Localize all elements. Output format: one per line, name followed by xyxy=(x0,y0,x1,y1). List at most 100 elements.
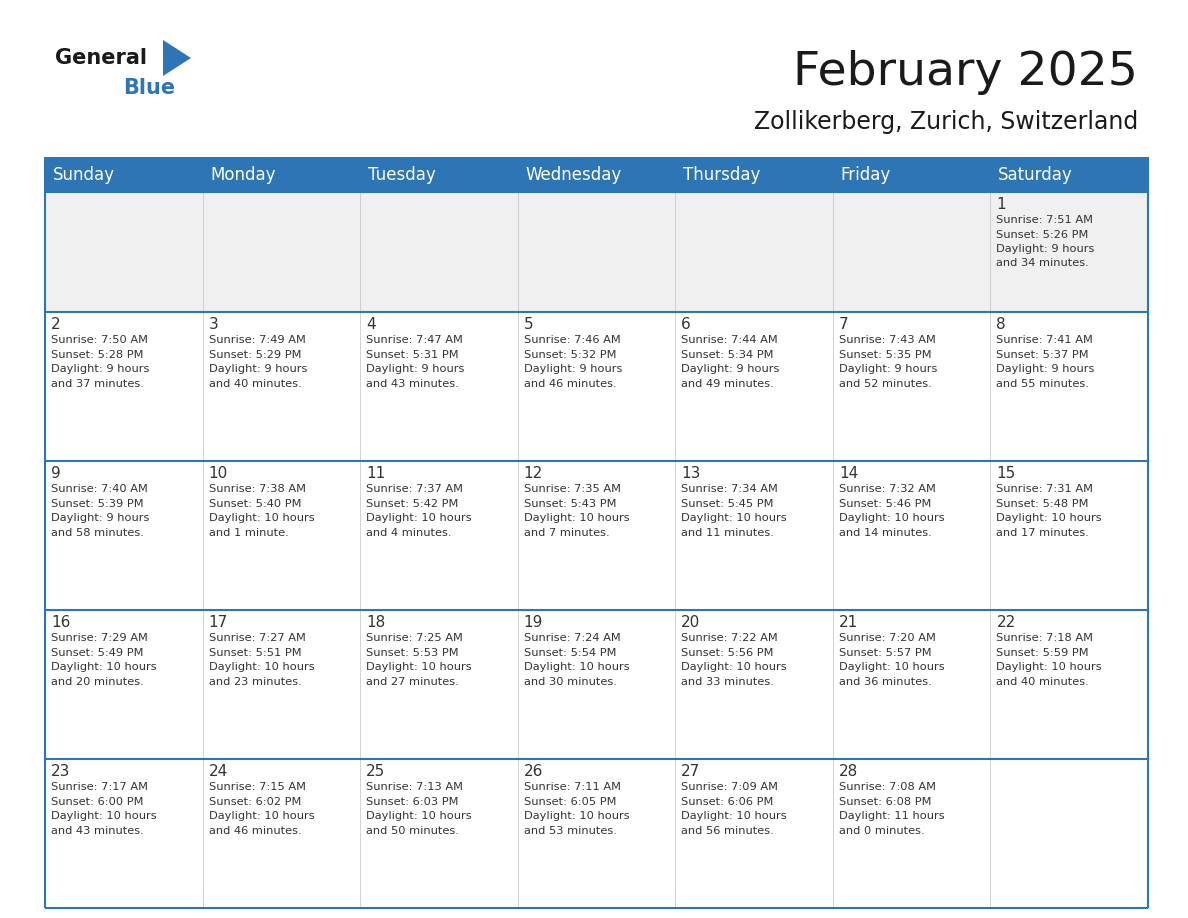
Text: Sunrise: 7:25 AM: Sunrise: 7:25 AM xyxy=(366,633,463,644)
Text: 1: 1 xyxy=(997,197,1006,212)
Text: and 37 minutes.: and 37 minutes. xyxy=(51,379,144,389)
Text: Sunrise: 7:32 AM: Sunrise: 7:32 AM xyxy=(839,484,936,494)
Text: and 23 minutes.: and 23 minutes. xyxy=(209,677,302,687)
Polygon shape xyxy=(163,40,191,76)
Text: Sunset: 5:40 PM: Sunset: 5:40 PM xyxy=(209,498,301,509)
Text: Sunrise: 7:31 AM: Sunrise: 7:31 AM xyxy=(997,484,1093,494)
Text: Tuesday: Tuesday xyxy=(368,165,436,184)
Text: 2: 2 xyxy=(51,318,61,332)
Text: Sunrise: 7:46 AM: Sunrise: 7:46 AM xyxy=(524,335,620,345)
Text: Sunrise: 7:24 AM: Sunrise: 7:24 AM xyxy=(524,633,620,644)
Text: Sunset: 5:48 PM: Sunset: 5:48 PM xyxy=(997,498,1089,509)
Text: Blue: Blue xyxy=(124,78,175,98)
Text: Sunset: 5:26 PM: Sunset: 5:26 PM xyxy=(997,230,1089,240)
Text: Sunset: 5:59 PM: Sunset: 5:59 PM xyxy=(997,647,1089,657)
Bar xyxy=(45,610,1148,759)
Text: Daylight: 9 hours: Daylight: 9 hours xyxy=(51,513,150,523)
Text: Daylight: 10 hours: Daylight: 10 hours xyxy=(839,662,944,672)
Text: Sunset: 5:51 PM: Sunset: 5:51 PM xyxy=(209,647,302,657)
Text: Daylight: 10 hours: Daylight: 10 hours xyxy=(209,513,314,523)
Text: Sunrise: 7:47 AM: Sunrise: 7:47 AM xyxy=(366,335,463,345)
Text: Sunset: 5:57 PM: Sunset: 5:57 PM xyxy=(839,647,931,657)
Text: 26: 26 xyxy=(524,764,543,779)
Text: Saturday: Saturday xyxy=(998,165,1073,184)
Text: Sunday: Sunday xyxy=(53,165,115,184)
Text: and 34 minutes.: and 34 minutes. xyxy=(997,259,1089,268)
Text: and 43 minutes.: and 43 minutes. xyxy=(366,379,459,389)
Text: Daylight: 10 hours: Daylight: 10 hours xyxy=(209,812,314,821)
Text: and 1 minute.: and 1 minute. xyxy=(209,528,289,538)
Text: 28: 28 xyxy=(839,764,858,779)
Text: Daylight: 10 hours: Daylight: 10 hours xyxy=(997,662,1102,672)
Text: 7: 7 xyxy=(839,318,848,332)
Text: and 0 minutes.: and 0 minutes. xyxy=(839,825,924,835)
Text: and 43 minutes.: and 43 minutes. xyxy=(51,825,144,835)
Text: 8: 8 xyxy=(997,318,1006,332)
Text: Wednesday: Wednesday xyxy=(525,165,621,184)
Text: Sunset: 6:08 PM: Sunset: 6:08 PM xyxy=(839,797,931,807)
Text: Sunrise: 7:44 AM: Sunrise: 7:44 AM xyxy=(681,335,778,345)
Text: Daylight: 9 hours: Daylight: 9 hours xyxy=(997,364,1095,375)
Text: Daylight: 9 hours: Daylight: 9 hours xyxy=(51,364,150,375)
Text: Sunset: 6:03 PM: Sunset: 6:03 PM xyxy=(366,797,459,807)
Text: and 40 minutes.: and 40 minutes. xyxy=(997,677,1089,687)
Text: and 52 minutes.: and 52 minutes. xyxy=(839,379,931,389)
Text: Sunrise: 7:29 AM: Sunrise: 7:29 AM xyxy=(51,633,147,644)
Bar xyxy=(45,312,1148,461)
Text: Daylight: 10 hours: Daylight: 10 hours xyxy=(681,513,786,523)
Bar xyxy=(45,157,1148,192)
Text: Thursday: Thursday xyxy=(683,165,760,184)
Text: Sunrise: 7:17 AM: Sunrise: 7:17 AM xyxy=(51,782,148,792)
Text: Daylight: 9 hours: Daylight: 9 hours xyxy=(839,364,937,375)
Text: Sunrise: 7:35 AM: Sunrise: 7:35 AM xyxy=(524,484,620,494)
Text: 19: 19 xyxy=(524,615,543,630)
Text: 5: 5 xyxy=(524,318,533,332)
Text: Daylight: 10 hours: Daylight: 10 hours xyxy=(51,662,157,672)
Text: Sunset: 5:31 PM: Sunset: 5:31 PM xyxy=(366,350,459,360)
Bar xyxy=(45,759,1148,908)
Text: Daylight: 9 hours: Daylight: 9 hours xyxy=(681,364,779,375)
Text: Sunset: 5:42 PM: Sunset: 5:42 PM xyxy=(366,498,459,509)
Text: and 53 minutes.: and 53 minutes. xyxy=(524,825,617,835)
Text: Sunrise: 7:51 AM: Sunrise: 7:51 AM xyxy=(997,215,1093,225)
Text: and 40 minutes.: and 40 minutes. xyxy=(209,379,302,389)
Text: Daylight: 10 hours: Daylight: 10 hours xyxy=(366,662,472,672)
Text: 6: 6 xyxy=(681,318,691,332)
Text: Sunrise: 7:37 AM: Sunrise: 7:37 AM xyxy=(366,484,463,494)
Text: 18: 18 xyxy=(366,615,385,630)
Text: 24: 24 xyxy=(209,764,228,779)
Text: Sunset: 5:46 PM: Sunset: 5:46 PM xyxy=(839,498,931,509)
Text: and 14 minutes.: and 14 minutes. xyxy=(839,528,931,538)
Text: 4: 4 xyxy=(366,318,375,332)
Text: Sunrise: 7:40 AM: Sunrise: 7:40 AM xyxy=(51,484,147,494)
Text: 22: 22 xyxy=(997,615,1016,630)
Text: and 7 minutes.: and 7 minutes. xyxy=(524,528,609,538)
Text: Sunrise: 7:22 AM: Sunrise: 7:22 AM xyxy=(681,633,778,644)
Text: 25: 25 xyxy=(366,764,385,779)
Text: Daylight: 10 hours: Daylight: 10 hours xyxy=(681,662,786,672)
Bar xyxy=(45,192,1148,312)
Text: Sunrise: 7:50 AM: Sunrise: 7:50 AM xyxy=(51,335,148,345)
Text: Daylight: 10 hours: Daylight: 10 hours xyxy=(681,812,786,821)
Text: Friday: Friday xyxy=(841,165,891,184)
Text: 12: 12 xyxy=(524,466,543,481)
Text: 27: 27 xyxy=(681,764,701,779)
Text: 9: 9 xyxy=(51,466,61,481)
Text: and 50 minutes.: and 50 minutes. xyxy=(366,825,459,835)
Text: Daylight: 10 hours: Daylight: 10 hours xyxy=(209,662,314,672)
Text: Sunset: 5:49 PM: Sunset: 5:49 PM xyxy=(51,647,144,657)
Text: Sunset: 5:37 PM: Sunset: 5:37 PM xyxy=(997,350,1089,360)
Text: Sunset: 5:54 PM: Sunset: 5:54 PM xyxy=(524,647,617,657)
Text: and 46 minutes.: and 46 minutes. xyxy=(524,379,617,389)
Text: Sunset: 5:28 PM: Sunset: 5:28 PM xyxy=(51,350,144,360)
Text: Daylight: 11 hours: Daylight: 11 hours xyxy=(839,812,944,821)
Text: and 17 minutes.: and 17 minutes. xyxy=(997,528,1089,538)
Text: Daylight: 10 hours: Daylight: 10 hours xyxy=(524,812,630,821)
Text: and 56 minutes.: and 56 minutes. xyxy=(681,825,775,835)
Text: Daylight: 9 hours: Daylight: 9 hours xyxy=(997,244,1095,254)
Text: Monday: Monday xyxy=(210,165,276,184)
Text: 20: 20 xyxy=(681,615,701,630)
Text: Sunset: 5:45 PM: Sunset: 5:45 PM xyxy=(681,498,773,509)
Text: Sunrise: 7:11 AM: Sunrise: 7:11 AM xyxy=(524,782,620,792)
Text: Daylight: 10 hours: Daylight: 10 hours xyxy=(366,513,472,523)
